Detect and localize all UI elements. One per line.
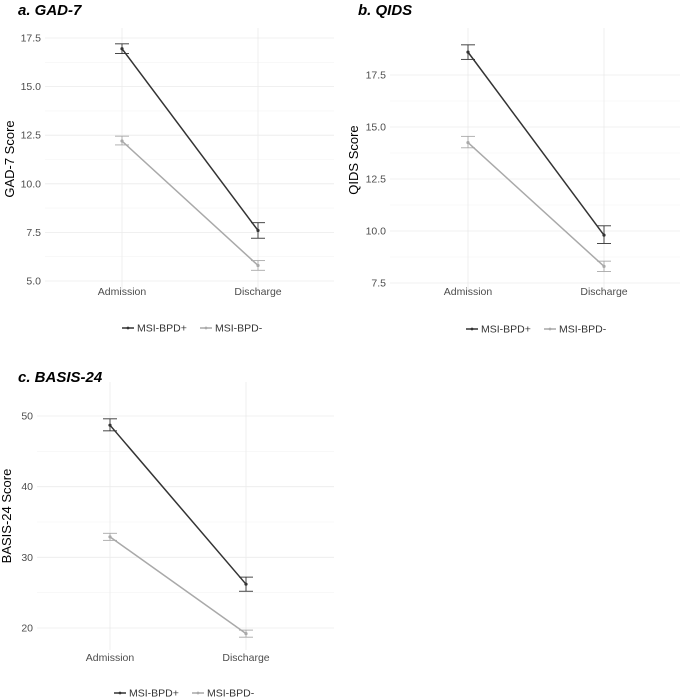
data-point: [244, 582, 248, 586]
panel-2: 7.5 10.0 12.5 15.0 17.5 Admission Discharge b. …: [346, 2, 680, 336]
y-tick-label: 7.5: [26, 227, 41, 239]
series-line: [121, 140, 259, 267]
legend-label: MSI-BPD-: [559, 324, 607, 336]
series-msi-bpd-pos: [103, 418, 253, 592]
data-point: [466, 141, 470, 145]
legend-key-point: [548, 327, 552, 331]
legend-key-point: [204, 326, 208, 330]
data-point: [256, 263, 260, 268]
legend-label: MSI-BPD+: [129, 688, 179, 699]
x-tick-label: Admission: [444, 286, 493, 298]
data-point: [108, 423, 112, 427]
series-line: [467, 51, 605, 236]
panel-title: a. GAD-7: [18, 2, 82, 19]
y-tick-label: 40: [21, 481, 33, 493]
y-axis-label: BASIS-24 Score: [0, 469, 14, 564]
y-tick-label: 17.5: [21, 33, 42, 45]
legend-item: MSI-BPD+: [114, 688, 179, 699]
legend-item: MSI-BPD+: [122, 323, 187, 335]
legend-key-point: [470, 327, 474, 331]
x-tick-label: Discharge: [580, 286, 627, 298]
legend-label: MSI-BPD+: [481, 324, 531, 336]
x-tick-label: Discharge: [234, 286, 281, 298]
legend-key-point: [118, 691, 122, 695]
y-tick-label: 15.0: [366, 122, 387, 134]
series-msi-bpd-neg: [115, 135, 265, 271]
data-point: [466, 50, 470, 54]
series-msi-bpd-neg: [103, 532, 253, 638]
y-tick-label: 17.5: [366, 70, 387, 82]
y-tick-label: 15.0: [21, 81, 42, 93]
legend-key-point: [196, 691, 200, 695]
panel-1: 5.0 7.5 10.0 12.5 15.0 17.5 Admission Discharge…: [2, 2, 334, 335]
legend-item: MSI-BPD-: [200, 323, 263, 335]
data-point: [120, 47, 124, 51]
x-tick-label: Discharge: [222, 652, 269, 664]
series-line: [109, 424, 247, 585]
series-msi-bpd-pos: [115, 43, 265, 239]
series-msi-bpd-neg: [461, 135, 611, 273]
series-line: [467, 142, 605, 267]
data-point: [602, 264, 606, 268]
y-tick-label: 5.0: [26, 276, 41, 288]
y-tick-label: 12.5: [366, 174, 387, 186]
panel-title: b. QIDS: [358, 2, 412, 19]
legend-item: MSI-BPD-: [544, 324, 607, 336]
legend-item: MSI-BPD+: [466, 324, 531, 336]
y-axis-label: GAD-7 Score: [2, 120, 17, 197]
legend-label: MSI-BPD-: [207, 688, 255, 699]
data-point: [256, 228, 260, 233]
legend-key-point: [126, 326, 130, 330]
y-tick-label: 50: [21, 411, 33, 423]
data-point: [108, 535, 112, 539]
series-line: [121, 48, 259, 231]
legend: MSI-BPD+ MSI-BPD-: [466, 324, 607, 336]
series-msi-bpd-pos: [461, 44, 611, 244]
data-point: [602, 233, 606, 237]
y-tick-label: 10.0: [21, 178, 42, 190]
data-point: [120, 139, 124, 143]
legend-label: MSI-BPD-: [215, 323, 263, 335]
legend: MSI-BPD+ MSI-BPD-: [122, 323, 263, 335]
y-tick-label: 20: [21, 623, 33, 635]
series-line: [109, 536, 247, 635]
y-tick-label: 12.5: [21, 130, 42, 142]
y-tick-label: 7.5: [371, 278, 386, 290]
y-tick-label: 30: [21, 552, 33, 564]
x-tick-label: Admission: [98, 286, 147, 298]
y-axis-label: QIDS Score: [346, 125, 361, 194]
x-tick-label: Admission: [86, 652, 135, 664]
y-tick-label: 10.0: [366, 226, 387, 238]
legend-item: MSI-BPD-: [192, 688, 255, 699]
panel-3: 20 30 40 50 Admission Discharge c. BASIS-24 BAS…: [0, 369, 334, 699]
legend: MSI-BPD+ MSI-BPD-: [114, 688, 255, 699]
data-point: [244, 632, 248, 636]
panel-title: c. BASIS-24: [18, 369, 103, 386]
legend-label: MSI-BPD+: [137, 323, 187, 335]
